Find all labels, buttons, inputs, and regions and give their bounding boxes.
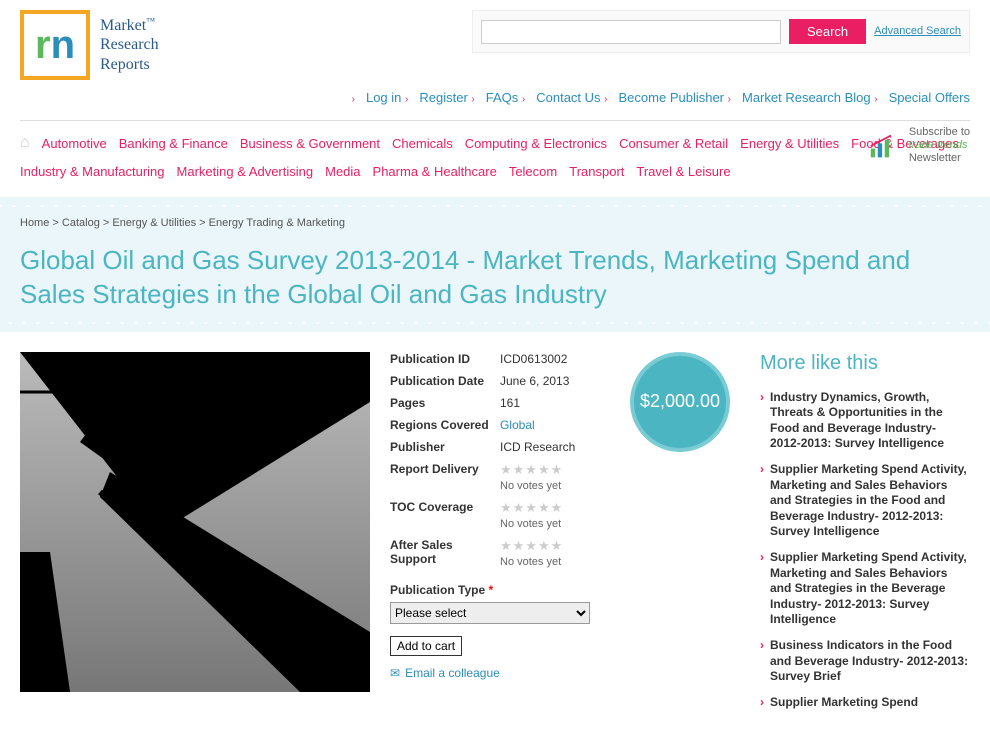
related-item[interactable]: ›Supplier Marketing Spend Activity, Mark… — [760, 550, 970, 628]
topnav-link[interactable]: Register — [419, 90, 467, 105]
topnav-link[interactable]: Contact Us — [536, 90, 600, 105]
page-title: Global Oil and Gas Survey 2013-2014 - Ma… — [20, 244, 970, 312]
category-link[interactable]: Computing & Electronics — [465, 136, 607, 151]
email-colleague-link[interactable]: ✉ Email a colleague — [390, 666, 610, 680]
advanced-search-link[interactable]: Advanced Search — [874, 25, 961, 38]
support-stars[interactable]: ★★★★★ — [500, 538, 563, 553]
breadcrumb-link[interactable]: Energy Trading & Marketing — [209, 217, 345, 229]
toc-label: TOC Coverage — [390, 500, 500, 530]
category-link[interactable]: Consumer & Retail — [619, 136, 728, 151]
pages-label: Pages — [390, 396, 500, 410]
category-link[interactable]: Banking & Finance — [119, 136, 228, 151]
pub-date-label: Publication Date — [390, 374, 500, 388]
home-icon[interactable]: ⌂ — [20, 134, 30, 152]
envelope-icon: ✉ — [390, 666, 400, 680]
support-label: After Sales Support — [390, 538, 500, 568]
search-input[interactable] — [481, 20, 781, 44]
breadcrumb-link[interactable]: Energy & Utilities — [112, 217, 196, 229]
category-link[interactable]: Telecom — [509, 164, 557, 179]
pages-value: 161 — [500, 396, 520, 410]
add-to-cart-button[interactable]: Add to cart — [390, 636, 462, 656]
category-link[interactable]: Business & Government — [240, 136, 380, 151]
publisher-value: ICD Research — [500, 440, 575, 454]
price-badge: $2,000.00 — [630, 352, 730, 452]
newsletter-subscribe[interactable]: Subscribe to trade trends Newsletter — [869, 126, 970, 166]
delivery-stars[interactable]: ★★★★★ — [500, 462, 563, 477]
category-link[interactable]: Chemicals — [392, 136, 453, 151]
pub-id-label: Publication ID — [390, 352, 500, 366]
breadcrumb-link[interactable]: Catalog — [62, 217, 100, 229]
breadcrumb-link[interactable]: Home — [20, 217, 49, 229]
category-link[interactable]: Pharma & Healthcare — [373, 164, 497, 179]
category-link[interactable]: Transport — [569, 164, 624, 179]
category-link[interactable]: Travel & Leisure — [636, 164, 730, 179]
pub-date-value: June 6, 2013 — [500, 374, 569, 388]
category-link[interactable]: Automotive — [42, 136, 107, 151]
logo-icon: rn — [20, 10, 90, 80]
chart-icon — [869, 131, 904, 161]
related-item[interactable]: ›Supplier Marketing Spend — [760, 695, 970, 711]
pubtype-select[interactable]: Please select — [390, 602, 590, 624]
logo-text: Market™ Research Reports — [100, 16, 159, 74]
category-link[interactable]: Marketing & Advertising — [177, 164, 314, 179]
category-link[interactable]: Media — [325, 164, 360, 179]
toc-novotes: No votes yet — [500, 518, 561, 530]
newsletter-text: Subscribe to trade trends Newsletter — [909, 126, 970, 166]
breadcrumb: Home > Catalog > Energy & Utilities > En… — [20, 217, 970, 229]
search-bar: Search Advanced Search — [472, 10, 970, 53]
topnav-link[interactable]: Log in — [366, 90, 401, 105]
support-novotes: No votes yet — [500, 556, 561, 568]
regions-value[interactable]: Global — [500, 418, 535, 432]
regions-label: Regions Covered — [390, 418, 500, 432]
pub-id-value: ICD0613002 — [500, 352, 567, 366]
pubtype-label: Publication Type * — [390, 583, 493, 597]
search-button[interactable]: Search — [789, 19, 866, 44]
top-nav: ›Log in ›Register ›FAQs ›Contact Us ›Bec… — [0, 80, 990, 115]
topnav-link[interactable]: Become Publisher — [619, 90, 725, 105]
related-item[interactable]: ›Industry Dynamics, Growth, Threats & Op… — [760, 390, 970, 452]
product-image — [20, 352, 370, 692]
topnav-link[interactable]: Market Research Blog — [742, 90, 871, 105]
category-link[interactable]: Industry & Manufacturing — [20, 164, 165, 179]
related-list: ›Industry Dynamics, Growth, Threats & Op… — [760, 390, 970, 711]
publisher-label: Publisher — [390, 440, 500, 454]
related-item[interactable]: ›Business Indicators in the Food and Bev… — [760, 638, 970, 685]
category-link[interactable]: Energy & Utilities — [740, 136, 839, 151]
category-nav: ⌂ Automotive Banking & Finance Business & … — [0, 126, 990, 187]
topnav-link[interactable]: FAQs — [486, 90, 519, 105]
delivery-novotes: No votes yet — [500, 480, 561, 492]
topnav-link[interactable]: Special Offers — [889, 90, 970, 105]
product-details: Publication IDICD0613002 Publication Dat… — [390, 352, 610, 721]
related-title: More like this — [760, 352, 970, 375]
related-item[interactable]: ›Supplier Marketing Spend Activity, Mark… — [760, 462, 970, 540]
delivery-label: Report Delivery — [390, 462, 500, 492]
logo[interactable]: rn Market™ Research Reports — [20, 10, 159, 80]
toc-stars[interactable]: ★★★★★ — [500, 500, 563, 515]
